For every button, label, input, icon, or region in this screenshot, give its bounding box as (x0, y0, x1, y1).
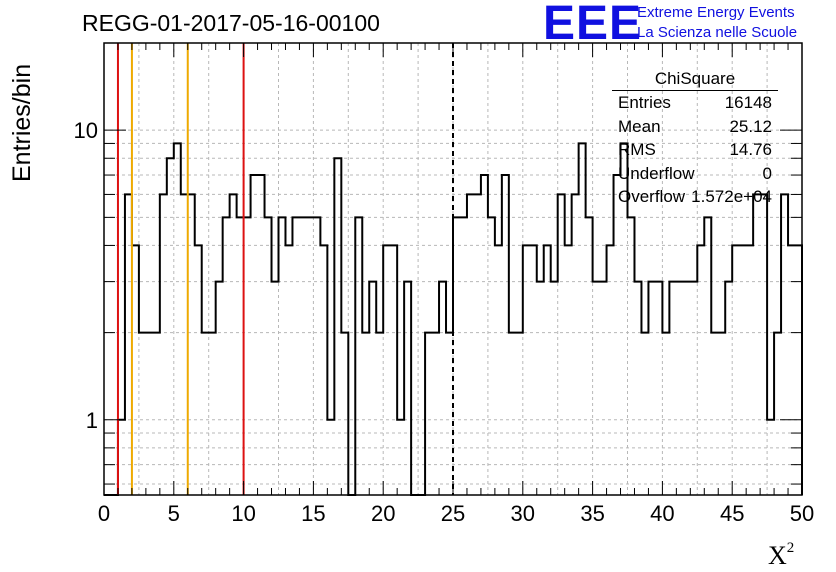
x-tick-label: 40 (650, 501, 674, 526)
y-axis-label: Entries/bin (8, 63, 36, 182)
stats-row-underflow: Underflow 0 (612, 162, 778, 186)
stats-value: 14.76 (729, 140, 772, 159)
y-tick-label: 10 (74, 118, 98, 143)
x-tick-label: 50 (790, 501, 814, 526)
stats-box: ChiSquare Entries 16148 Mean 25.12 RMS 1… (612, 68, 778, 209)
stats-key: Entries (618, 93, 671, 112)
x-tick-label: 35 (580, 501, 604, 526)
x-tick-label: 45 (720, 501, 744, 526)
y-tick-label: 1 (86, 408, 98, 433)
histogram-series (104, 142, 803, 496)
x-tick-label: 15 (301, 501, 325, 526)
stats-key: Overflow (618, 187, 686, 206)
stats-row-rms: RMS 14.76 (612, 138, 778, 162)
stats-row-entries: Entries 16148 (612, 91, 778, 115)
stats-row-overflow: Overflow 1.572e+04 (612, 185, 778, 209)
stats-value: 16148 (724, 93, 772, 112)
histogram-title: REGG-01-2017-05-16-00100 (82, 10, 380, 36)
x-tick-label: 0 (98, 501, 110, 526)
stats-key: Mean (618, 116, 661, 136)
logo-line-2: La Scienza nelle Scuole (637, 24, 798, 41)
stats-value: 25.12 (729, 116, 772, 136)
stats-value: 0 (762, 163, 772, 183)
x-tick-label: 5 (168, 501, 180, 526)
x-tick-label: 20 (371, 501, 395, 526)
x-tick-label: 30 (511, 501, 535, 526)
stats-value: 1.572e+04 (691, 187, 772, 206)
x-tick-label: 25 (441, 501, 465, 526)
logo-line-1: Extreme Energy Events (637, 4, 795, 21)
stats-title: ChiSquare (612, 68, 778, 91)
stats-row-mean: Mean 25.12 (612, 115, 778, 139)
x-tick-label: 10 (231, 501, 255, 526)
eee-logo: EEE (543, 0, 643, 50)
x-axis-label: X2 (768, 540, 795, 570)
stats-key: RMS (618, 140, 656, 159)
stats-key: Underflow (618, 163, 695, 183)
